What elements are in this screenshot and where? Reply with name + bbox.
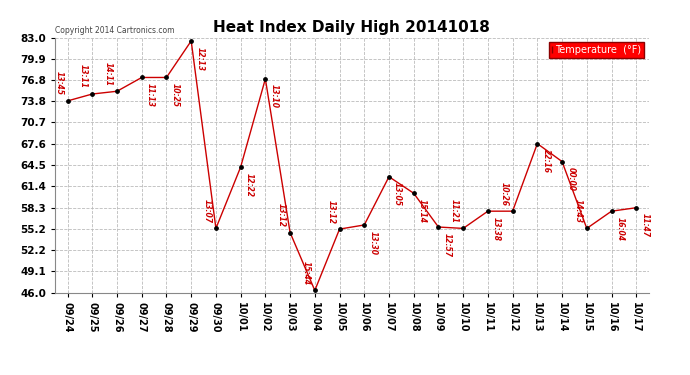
Point [631,205,642,211]
Text: 15:14: 15:14 [418,199,427,223]
Text: 13:45: 13:45 [55,71,63,95]
Text: 14:43: 14:43 [573,199,582,223]
Point [161,75,172,81]
Point [186,38,197,44]
Point [260,76,271,82]
Text: Copyright 2014 Cartronics.com: Copyright 2014 Cartronics.com [55,26,175,35]
Point [507,208,518,214]
Text: 13:12: 13:12 [277,203,286,227]
Point [532,141,543,147]
Point [359,222,370,228]
Text: 16:04: 16:04 [615,217,624,241]
Point [384,174,395,180]
Point [136,75,147,81]
Text: 13:05: 13:05 [393,182,402,206]
Point [457,225,469,231]
Point [87,91,98,97]
Title: Heat Index Daily High 20141018: Heat Index Daily High 20141018 [213,20,491,35]
Text: 00:00: 00:00 [566,167,575,191]
Point [284,230,295,236]
Text: 12:13: 12:13 [195,46,204,70]
Point [581,225,592,231]
Text: 10:25: 10:25 [170,83,179,107]
Text: 15:44: 15:44 [302,261,310,285]
Text: 13:30: 13:30 [368,231,377,255]
Point [112,88,123,94]
Point [309,287,320,293]
Text: 12:22: 12:22 [245,172,254,196]
Text: 10:26: 10:26 [500,182,509,206]
Text: 11:47: 11:47 [640,213,649,237]
Text: 14:11: 14:11 [104,62,113,86]
Point [235,164,246,170]
Text: 22:16: 22:16 [542,149,551,173]
Point [482,208,493,214]
Point [433,224,444,230]
Text: 13:38: 13:38 [492,217,501,241]
Text: 13:07: 13:07 [203,199,212,223]
Text: 12:57: 12:57 [442,232,451,256]
Legend: Temperature  (°F): Temperature (°F) [549,42,644,58]
Text: 13:12: 13:12 [326,200,335,223]
Point [606,208,617,214]
Point [62,98,73,104]
Point [557,159,568,165]
Point [334,226,345,232]
Text: 13:11: 13:11 [79,64,88,88]
Point [210,225,221,231]
Text: 11:13: 11:13 [146,83,155,107]
Text: 11:21: 11:21 [450,199,459,223]
Point [408,190,420,196]
Text: 13:10: 13:10 [270,84,279,108]
